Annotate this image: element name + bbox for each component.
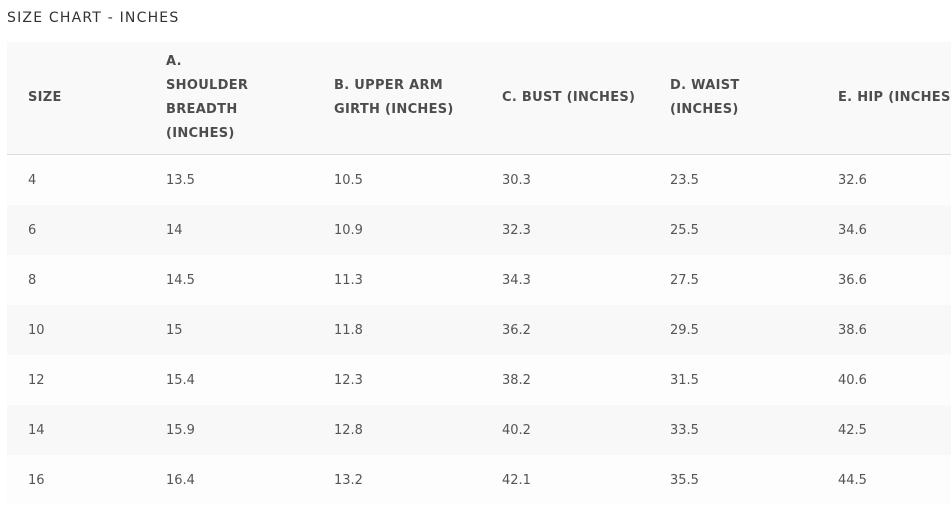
- table-cell: 10.5: [313, 154, 481, 205]
- table-cell: 10: [7, 305, 145, 355]
- table-cell: 38.6: [817, 305, 951, 355]
- table-cell: 13.2: [313, 455, 481, 505]
- table-row: 10 15 11.8 36.2 29.5 38.6: [7, 305, 951, 355]
- table-cell: 15.4: [145, 355, 313, 405]
- column-header: A. SHOULDER BREADTH (INCHES): [145, 42, 313, 155]
- table-cell: 27.5: [649, 255, 817, 305]
- table-cell: 16: [7, 455, 145, 505]
- table-cell: 12: [7, 355, 145, 405]
- table-cell: 6: [7, 205, 145, 255]
- table-row: 12 15.4 12.3 38.2 31.5 40.6: [7, 355, 951, 405]
- column-header: C. BUST (INCHES): [481, 42, 649, 155]
- table-cell: 44.5: [817, 455, 951, 505]
- column-header: B. UPPER ARM GIRTH (INCHES): [313, 42, 481, 155]
- table-cell: 12.8: [313, 405, 481, 455]
- table-cell: 29.5: [649, 305, 817, 355]
- table-cell: 15: [145, 305, 313, 355]
- column-header-text: E. HIP (INCHES): [838, 90, 951, 105]
- table-cell: 10.9: [313, 205, 481, 255]
- table-cell: 34.3: [481, 255, 649, 305]
- table-body: 4 13.5 10.5 30.3 23.5 32.6 6 14 10.9 32.3 25.5 34.6…: [7, 154, 951, 505]
- table-row: 8 14.5 11.3 34.3 27.5 36.6: [7, 255, 951, 305]
- table-cell: 11.8: [313, 305, 481, 355]
- table-cell: 23.5: [649, 154, 817, 205]
- table-cell: 34.6: [817, 205, 951, 255]
- table-cell: 40.6: [817, 355, 951, 405]
- table-cell: 33.5: [649, 405, 817, 455]
- table-row: 6 14 10.9 32.3 25.5 34.6: [7, 205, 951, 255]
- column-header-text: D. WAIST (INCHES): [670, 78, 740, 117]
- table-cell: 12.3: [313, 355, 481, 405]
- table-cell: 40.2: [481, 405, 649, 455]
- column-header: D. WAIST (INCHES): [649, 42, 817, 155]
- table-cell: 32.3: [481, 205, 649, 255]
- title: SIZE CHART - INCHES: [7, 10, 180, 26]
- table-cell: 42.5: [817, 405, 951, 455]
- table-cell: 13.5: [145, 154, 313, 205]
- table-row: 4 13.5 10.5 30.3 23.5 32.6: [7, 154, 951, 205]
- table-cell: 31.5: [649, 355, 817, 405]
- table-cell: 16.4: [145, 455, 313, 505]
- header-row: SIZE A. SHOULDER BREADTH (INCHES) B. UPPER…: [7, 42, 951, 155]
- table-cell: 25.5: [649, 205, 817, 255]
- column-header: SIZE: [7, 42, 145, 155]
- table-row: 16 16.4 13.2 42.1 35.5 44.5: [7, 455, 951, 505]
- table-cell: 36.2: [481, 305, 649, 355]
- table-cell: 14: [7, 405, 145, 455]
- column-header-text: A. SHOULDER BREADTH (INCHES): [166, 54, 249, 141]
- table-cell: 4: [7, 154, 145, 205]
- table-row: 14 15.9 12.8 40.2 33.5 42.5: [7, 405, 951, 455]
- column-header-text: C. BUST (INCHES): [502, 90, 636, 105]
- table-cell: 42.1: [481, 455, 649, 505]
- table-cell: 35.5: [649, 455, 817, 505]
- column-header-text: B. UPPER ARM GIRTH (INCHES): [334, 78, 454, 117]
- table-cell: 32.6: [817, 154, 951, 205]
- table-cell: 38.2: [481, 355, 649, 405]
- table-cell: 30.3: [481, 154, 649, 205]
- size-table: SIZE A. SHOULDER BREADTH (INCHES) B. UPPER…: [7, 42, 951, 505]
- table-cell: 11.3: [313, 255, 481, 305]
- table-cell: 8: [7, 255, 145, 305]
- table-cell: 14: [145, 205, 313, 255]
- table-cell: 36.6: [817, 255, 951, 305]
- column-header-text: SIZE: [28, 90, 62, 105]
- table-cell: 15.9: [145, 405, 313, 455]
- table-cell: 14.5: [145, 255, 313, 305]
- column-header: E. HIP (INCHES): [817, 42, 951, 155]
